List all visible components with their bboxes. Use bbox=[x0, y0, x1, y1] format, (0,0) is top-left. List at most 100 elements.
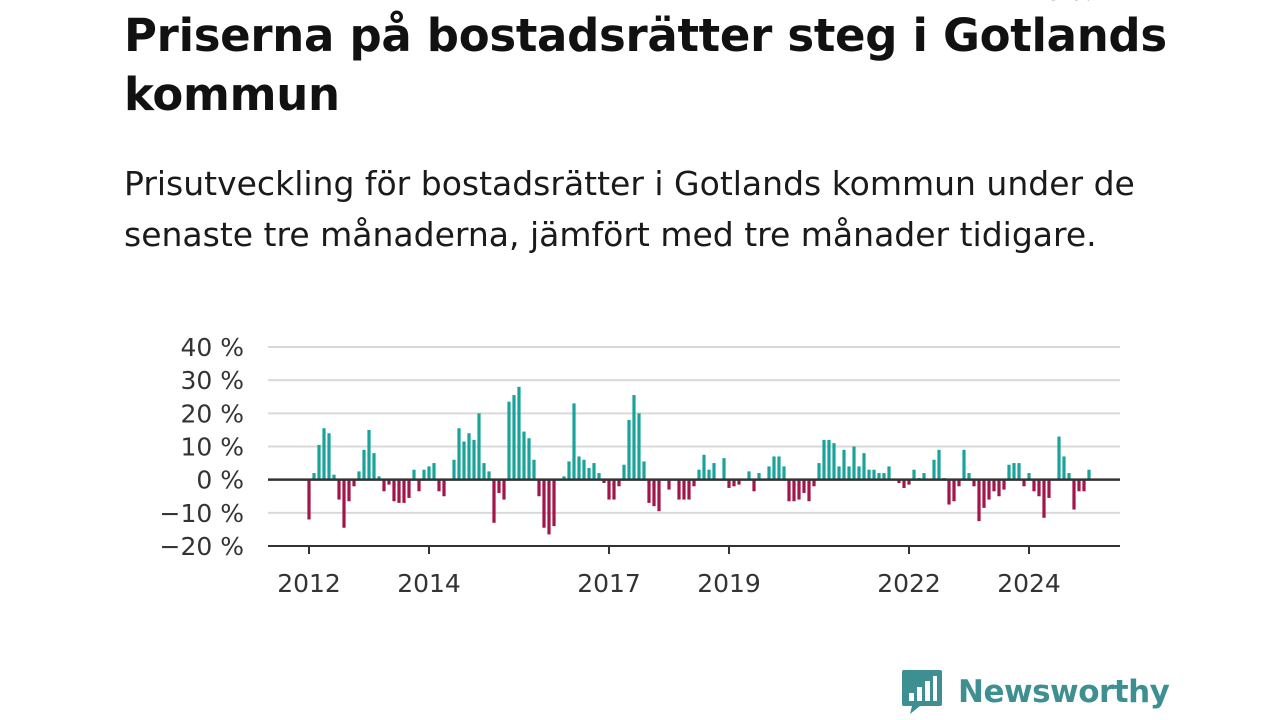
y-tick-label: −20 % bbox=[160, 532, 244, 561]
bar bbox=[787, 479, 791, 502]
bar bbox=[677, 479, 681, 500]
bar bbox=[477, 413, 481, 480]
y-axis-labels: 40 % 30 % 20 % 10 % 0 % −10 % −20 % bbox=[160, 333, 244, 561]
bar bbox=[1012, 463, 1016, 480]
bar bbox=[1022, 479, 1026, 487]
bar bbox=[667, 479, 671, 490]
bar bbox=[312, 473, 316, 480]
x-tick-label: 2019 bbox=[697, 569, 761, 598]
bar bbox=[367, 429, 371, 480]
bar bbox=[757, 473, 761, 480]
bar bbox=[612, 479, 616, 500]
bar bbox=[537, 479, 541, 497]
bar bbox=[442, 479, 446, 497]
bar bbox=[317, 444, 321, 480]
bar bbox=[767, 466, 771, 480]
bar bbox=[342, 479, 346, 528]
bar bbox=[627, 419, 631, 480]
y-tick-label: 10 % bbox=[180, 433, 244, 462]
axes bbox=[268, 478, 1120, 547]
bar bbox=[577, 456, 581, 480]
x-tick-label: 2022 bbox=[877, 569, 941, 598]
bar bbox=[512, 395, 516, 480]
bar bbox=[637, 413, 641, 480]
bar bbox=[382, 479, 386, 492]
bar bbox=[1017, 463, 1021, 480]
bar bbox=[322, 428, 326, 480]
bar bbox=[567, 461, 571, 480]
bar bbox=[852, 446, 856, 480]
bar bbox=[1062, 456, 1066, 480]
bar bbox=[1067, 473, 1071, 480]
bar bbox=[962, 449, 966, 480]
bar bbox=[1082, 479, 1086, 492]
bar bbox=[712, 463, 716, 480]
bar bbox=[402, 479, 406, 503]
x-axis-labels: 2012 2014 2017 2019 2022 2024 bbox=[277, 546, 1061, 598]
bar bbox=[327, 433, 331, 480]
bar bbox=[932, 459, 936, 480]
bar bbox=[452, 459, 456, 480]
bar bbox=[1007, 464, 1011, 480]
bar bbox=[467, 433, 471, 480]
bar bbox=[737, 479, 741, 485]
chart-title: Priserna på bostadsrätter steg i Gotland… bbox=[124, 9, 1167, 121]
bar bbox=[457, 428, 461, 480]
bar bbox=[482, 463, 486, 480]
bar bbox=[952, 479, 956, 502]
bar bbox=[387, 479, 391, 485]
y-tick-label: 40 % bbox=[180, 333, 244, 362]
bar bbox=[412, 469, 416, 480]
bar bbox=[817, 463, 821, 480]
bar bbox=[607, 479, 611, 500]
bar bbox=[592, 463, 596, 480]
bar bbox=[842, 449, 846, 480]
bar bbox=[877, 473, 881, 480]
bar bbox=[572, 403, 576, 480]
bar bbox=[947, 479, 951, 505]
bar bbox=[562, 476, 566, 480]
bar bbox=[1032, 479, 1036, 492]
bar bbox=[632, 395, 636, 480]
bar bbox=[642, 461, 646, 480]
y-tick-label: 0 % bbox=[196, 466, 244, 495]
bar bbox=[857, 466, 861, 480]
bar bbox=[1027, 473, 1031, 480]
bar bbox=[532, 459, 536, 480]
brand-name: Newsworthy bbox=[958, 674, 1170, 710]
bar bbox=[812, 479, 816, 487]
bar bbox=[1087, 469, 1091, 480]
bar bbox=[972, 479, 976, 487]
bar bbox=[862, 453, 866, 480]
bar bbox=[552, 479, 556, 527]
bar bbox=[697, 469, 701, 480]
bar bbox=[732, 479, 736, 487]
bar bbox=[827, 439, 831, 480]
bar bbox=[582, 459, 586, 480]
chart-subtitle: Prisutveckling för bostadsrätter i Gotla… bbox=[124, 164, 1135, 254]
bar bbox=[912, 469, 916, 480]
bar bbox=[872, 469, 876, 480]
bar bbox=[837, 466, 841, 480]
bar bbox=[832, 443, 836, 480]
bar bbox=[822, 439, 826, 480]
bar bbox=[902, 479, 906, 488]
bar bbox=[687, 479, 691, 500]
bar bbox=[797, 479, 801, 500]
bar bbox=[507, 401, 511, 480]
bar bbox=[1077, 479, 1081, 492]
bar bbox=[1037, 479, 1041, 497]
bar bbox=[692, 479, 696, 487]
bar bbox=[967, 473, 971, 480]
bar bbox=[392, 479, 396, 502]
bar bbox=[802, 479, 806, 493]
bar bbox=[432, 463, 436, 480]
newsworthy-chart-bubble-icon bbox=[902, 670, 942, 714]
x-tick-label: 2017 bbox=[577, 569, 641, 598]
bar bbox=[527, 438, 531, 480]
bar bbox=[502, 479, 506, 500]
bar bbox=[407, 479, 411, 498]
bar bbox=[867, 469, 871, 480]
bar bbox=[657, 479, 661, 512]
bar bbox=[347, 479, 351, 502]
